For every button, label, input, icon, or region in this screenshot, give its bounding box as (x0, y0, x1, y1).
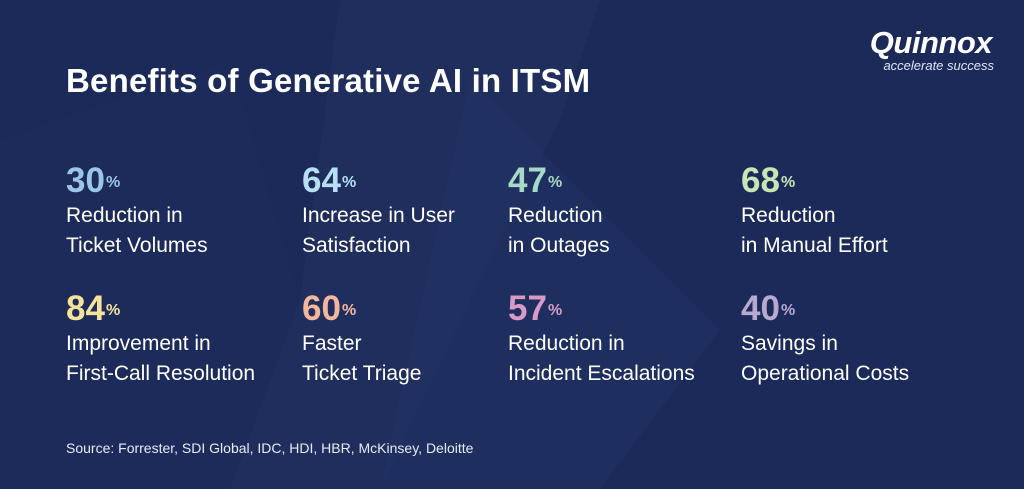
stat-operational-costs: 40% Savings in Operational Costs (741, 290, 971, 388)
stat-number: 40 (741, 289, 780, 328)
stat-label-line1: Faster (302, 332, 362, 355)
stat-value: 60% (302, 290, 532, 328)
stat-value: 84% (66, 290, 296, 328)
stat-user-satisfaction: 64% Increase in User Satisfaction (302, 162, 532, 260)
stat-label-line2: in Outages (508, 234, 610, 257)
stat-number: 64 (302, 161, 341, 200)
stat-number: 30 (66, 161, 105, 200)
stat-number: 57 (508, 289, 547, 328)
stat-value: 47% (508, 162, 738, 200)
quinnox-logo: Quinnox accelerate success (812, 26, 996, 74)
stat-number: 84 (66, 289, 105, 328)
stat-value: 40% (741, 290, 971, 328)
stat-number: 47 (508, 161, 547, 200)
stat-label-line2: First-Call Resolution (66, 362, 256, 385)
stat-label-line2: in Manual Effort (741, 234, 888, 257)
stat-percent-sign: % (341, 302, 357, 319)
stat-value: 30% (66, 162, 296, 200)
stat-percent-sign: % (547, 174, 563, 191)
stat-value: 68% (741, 162, 971, 200)
stat-value: 64% (302, 162, 532, 200)
stat-percent-sign: % (341, 174, 357, 191)
stat-incident-escalations: 57% Reduction in Incident Escalations (508, 290, 738, 388)
stat-percent-sign: % (780, 174, 796, 191)
logo-tagline: accelerate success (883, 58, 994, 73)
stat-percent-sign: % (547, 302, 563, 319)
stat-label-line2: Operational Costs (741, 362, 910, 385)
stat-label-line1: Reduction in (66, 204, 183, 227)
page-title: Benefits of Generative AI in ITSM (66, 62, 591, 99)
stat-label-line2: Ticket Volumes (66, 234, 208, 257)
stat-ticket-volumes: 30% Reduction in Ticket Volumes (66, 162, 296, 260)
stat-percent-sign: % (105, 302, 121, 319)
stat-value: 57% (508, 290, 738, 328)
stat-label-line1: Improvement in (66, 332, 211, 355)
stat-number: 68 (741, 161, 780, 200)
stat-first-call-resolution: 84% Improvement in First-Call Resolution (66, 290, 296, 388)
stat-label-line1: Reduction in (508, 332, 625, 355)
stat-label-line2: Incident Escalations (508, 362, 695, 385)
stat-label-line2: Ticket Triage (302, 362, 422, 385)
stat-percent-sign: % (105, 174, 121, 191)
stat-number: 60 (302, 289, 341, 328)
stat-percent-sign: % (780, 302, 796, 319)
stat-manual-effort: 68% Reduction in Manual Effort (741, 162, 971, 260)
stat-label-line1: Increase in User (302, 204, 455, 227)
logo-wordmark: Quinnox (869, 25, 993, 60)
stat-outages: 47% Reduction in Outages (508, 162, 738, 260)
stat-label-line2: Satisfaction (302, 234, 411, 257)
source-citation: Source: Forrester, SDI Global, IDC, HDI,… (66, 440, 474, 456)
stat-label-line1: Savings in (741, 332, 838, 355)
stat-label-line1: Reduction (741, 204, 836, 227)
stat-label-line1: Reduction (508, 204, 603, 227)
stat-ticket-triage: 60% Faster Ticket Triage (302, 290, 532, 388)
